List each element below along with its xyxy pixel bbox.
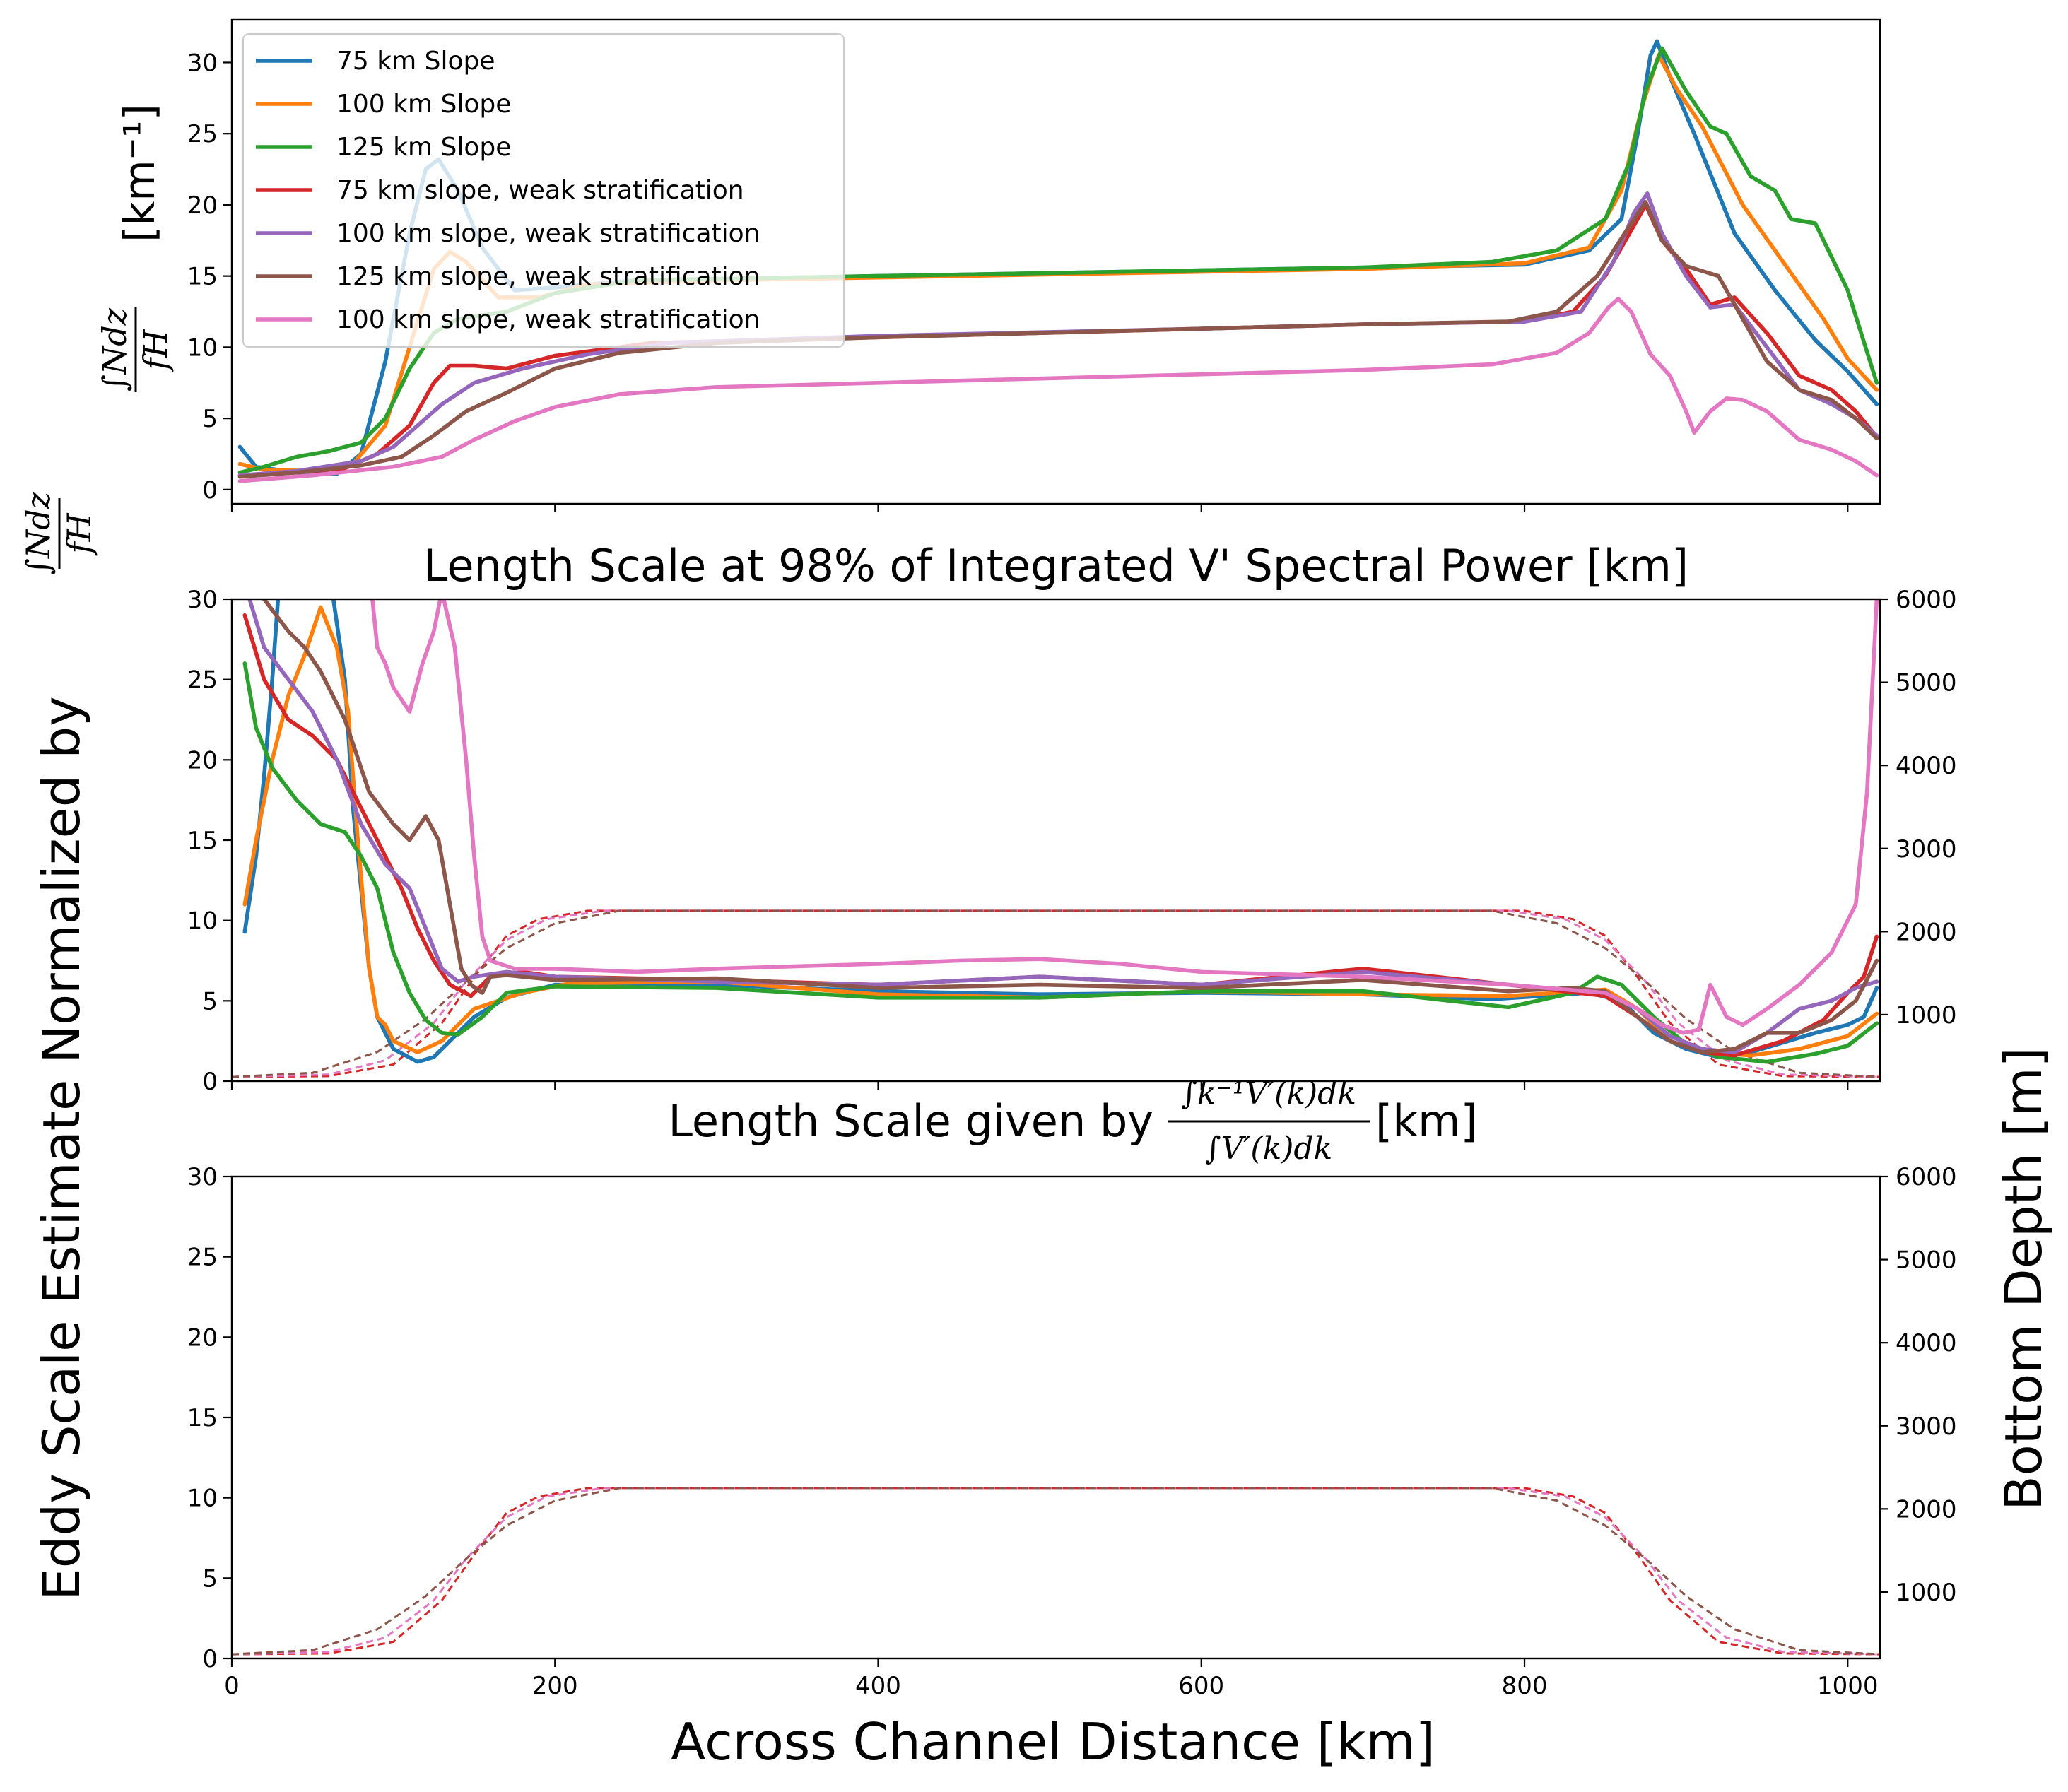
bottom-title-prefix: Length Scale given by — [668, 1095, 1153, 1147]
y-tick-label: 5 — [202, 1564, 218, 1593]
series-line — [242, 605, 1879, 1058]
depth-line — [231, 909, 1881, 1078]
figure-ylabel-text: Eddy Scale Estimate Normalized by — [32, 696, 91, 1600]
top-panel: ∫Ndz fH [km⁻¹] 0 5 10 15 20 25 30 75 km Slope 1… — [95, 18, 1881, 512]
y-tick-label: 0 — [202, 476, 218, 505]
y-tick-label: 15 — [187, 827, 218, 855]
y-tick-label: 10 — [187, 907, 218, 936]
series-line — [370, 599, 1879, 1035]
y-tick-label: 5 — [202, 987, 218, 1015]
depth-line — [231, 1487, 1881, 1656]
y-tick-label: 15 — [187, 263, 218, 291]
series-line — [237, 46, 1879, 475]
bottom-panel: Length Scale given by ∫k⁻¹V′(k)dk ∫V′(k)… — [187, 1075, 1957, 1700]
legend-entry: 125 km Slope — [336, 133, 511, 162]
y2-tick-label: 5000 — [1896, 669, 1957, 697]
figure-ylabel-frac-num: ∫Ndz — [19, 491, 57, 575]
series-line — [242, 599, 1879, 1064]
legend-entry: 75 km slope, weak stratification — [336, 176, 744, 205]
top-axes-ticks: 0 5 10 15 20 25 30 — [187, 49, 1849, 512]
figure-ylabel: Eddy Scale Estimate Normalized by ∫Ndz f… — [19, 491, 98, 1600]
series-line — [237, 297, 1879, 483]
middle-title: Length Scale at 98% of Integrated V' Spe… — [423, 540, 1688, 591]
y-tick-label: 5 — [202, 405, 218, 433]
y-tick-label: 10 — [187, 1485, 218, 1513]
bottom-title-suffix: [km] — [1375, 1095, 1478, 1147]
x-tick-label: 1000 — [1817, 1672, 1879, 1700]
bottom-title-num: ∫k⁻¹V′(k)dk — [1181, 1075, 1356, 1112]
y-tick-label: 30 — [187, 586, 218, 614]
x-axis-label: Across Channel Distance [km] — [671, 1712, 1435, 1772]
top-ylabel-units: [km⁻¹] — [115, 104, 165, 242]
series-line — [237, 200, 1879, 479]
y-tick-label: 25 — [187, 120, 218, 148]
series-line — [237, 191, 1879, 478]
y2-tick-label: 6000 — [1896, 1163, 1957, 1191]
bottom-axes-frame — [230, 1175, 1881, 1660]
y-tick-label: 25 — [187, 1244, 218, 1272]
middle-series-group — [242, 599, 1879, 1064]
y-tick-label: 30 — [187, 49, 218, 77]
y2-tick-label: 4000 — [1896, 1329, 1957, 1357]
legend-entry: 100 km Slope — [336, 90, 511, 119]
x-tick-label: 200 — [532, 1672, 578, 1700]
y-tick-label: 30 — [187, 1163, 218, 1191]
legend-entry: 125 km slope, weak stratification — [336, 262, 760, 291]
y-tick-label: 0 — [202, 1645, 218, 1673]
legend-entry: 75 km Slope — [336, 47, 495, 76]
series-line — [242, 613, 1879, 1058]
y2-tick-label: 3000 — [1896, 835, 1957, 863]
depth-line — [231, 1487, 1881, 1656]
y2-tick-label: 2000 — [1896, 1495, 1957, 1523]
bottom-title-den: ∫V′(k)dk — [1205, 1131, 1333, 1167]
y-tick-label: 20 — [187, 1324, 218, 1352]
y2-tick-label: 6000 — [1896, 586, 1957, 614]
series-line — [261, 599, 1879, 1054]
legend-entry: 100 km slope, weak stratification — [336, 219, 760, 248]
top-series-group — [237, 39, 1879, 483]
legend-entry: 100 km slope, weak stratification — [336, 305, 760, 334]
y-tick-label: 15 — [187, 1404, 218, 1432]
x-tick-label: 400 — [855, 1672, 901, 1700]
y-tick-label: 20 — [187, 191, 218, 220]
bottom-depth-group — [231, 1487, 1881, 1656]
middle-axes-ticks: 0 5 10 15 20 25 30 1000 2000 3000 4000 5000 6000 — [187, 586, 1957, 1096]
y2-tick-label: 2000 — [1896, 918, 1957, 946]
legend-box — [242, 33, 845, 348]
depth-line — [231, 1487, 1881, 1656]
top-axes-frame — [230, 18, 1881, 505]
y2-tick-label: 1000 — [1896, 1001, 1957, 1030]
bottom-axes-ticks: 0 5 10 15 20 25 30 0 200 400 600 800 1000 1000 2000 300… — [187, 1163, 1957, 1700]
x-tick-label: 600 — [1178, 1672, 1224, 1700]
y2-tick-label: 3000 — [1896, 1413, 1957, 1441]
top-ylabel: ∫Ndz fH [km⁻¹] — [95, 104, 175, 392]
y2-tick-label: 4000 — [1896, 752, 1957, 780]
x-tick-label: 0 — [224, 1672, 240, 1700]
top-ylabel-frac-den: fH — [136, 329, 175, 372]
middle-panel: Length Scale at 98% of Integrated V' Spe… — [187, 540, 1957, 1096]
y2-tick-label: 5000 — [1896, 1246, 1957, 1275]
right-ylabel: Bottom Depth [m] — [1994, 1047, 2053, 1511]
bottom-title: Length Scale given by ∫k⁻¹V′(k)dk ∫V′(k)… — [668, 1075, 1477, 1167]
series-clip — [237, 39, 1879, 483]
y-tick-label: 20 — [187, 746, 218, 774]
top-legend: 75 km Slope 100 km Slope 125 km Slope 75 km… — [242, 33, 845, 348]
top-ylabel-frac-num: ∫Ndz — [95, 307, 134, 391]
series-clip — [242, 599, 1879, 1064]
middle-axes-frame — [230, 598, 1881, 1083]
figure-ylabel-frac-den: fH — [60, 513, 98, 556]
y-tick-label: 25 — [187, 666, 218, 695]
y2-tick-label: 1000 — [1896, 1579, 1957, 1607]
x-tick-label: 800 — [1502, 1672, 1548, 1700]
y-tick-label: 10 — [187, 334, 218, 362]
y-tick-label: 0 — [202, 1068, 218, 1096]
